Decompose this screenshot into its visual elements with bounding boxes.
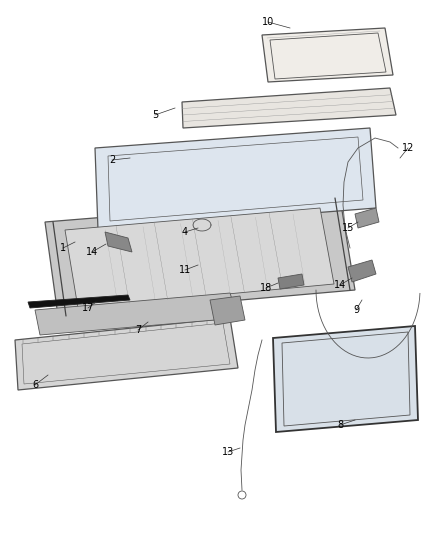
Text: 13: 13 (222, 447, 234, 457)
Polygon shape (182, 88, 396, 128)
Polygon shape (45, 198, 355, 316)
Text: 15: 15 (342, 223, 354, 233)
Text: 10: 10 (262, 17, 274, 27)
Polygon shape (262, 28, 393, 82)
Polygon shape (273, 326, 418, 432)
Polygon shape (348, 260, 376, 282)
Text: 4: 4 (182, 227, 188, 237)
Text: 12: 12 (402, 143, 414, 153)
Text: 17: 17 (82, 303, 94, 313)
Polygon shape (95, 128, 376, 230)
Polygon shape (355, 208, 379, 228)
Text: 7: 7 (135, 325, 141, 335)
Text: 1: 1 (60, 243, 66, 253)
Polygon shape (65, 208, 334, 308)
Text: 14: 14 (86, 247, 98, 257)
Polygon shape (28, 295, 130, 308)
Text: 8: 8 (337, 420, 343, 430)
Polygon shape (35, 293, 238, 335)
Text: 6: 6 (32, 380, 38, 390)
Text: 5: 5 (152, 110, 158, 120)
Text: 11: 11 (179, 265, 191, 275)
Polygon shape (15, 318, 238, 390)
Polygon shape (105, 232, 132, 252)
Polygon shape (210, 296, 245, 325)
Text: 14: 14 (334, 280, 346, 290)
Text: 9: 9 (353, 305, 359, 315)
Polygon shape (68, 212, 330, 306)
Text: 2: 2 (109, 155, 115, 165)
Polygon shape (278, 274, 304, 289)
Text: 18: 18 (260, 283, 272, 293)
